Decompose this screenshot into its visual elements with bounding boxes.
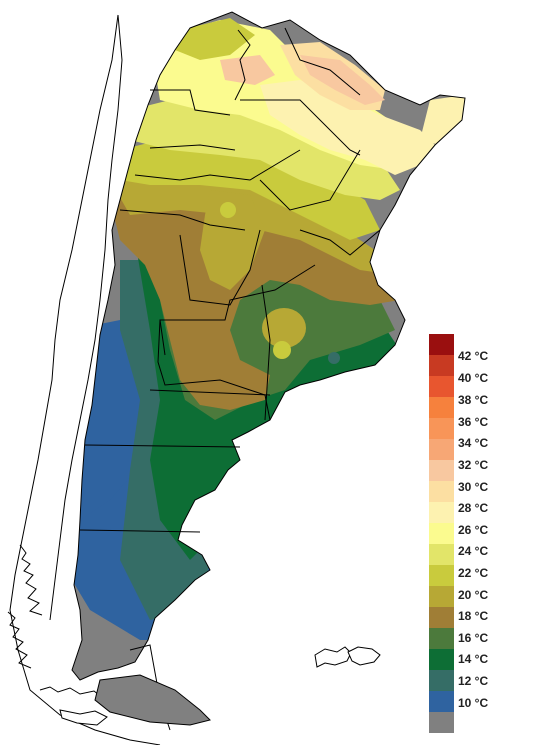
legend-swatch-26 [429, 523, 454, 544]
legend-label-26: 26 °C [458, 523, 489, 537]
legend-swatch-20 [429, 586, 454, 607]
legend-swatch-38 [429, 397, 454, 418]
legend-swatch-40 [429, 376, 454, 397]
legend-label-14: 14 °C [458, 652, 489, 666]
legend-label-34: 34 °C [458, 436, 489, 450]
legend-swatch-bottom [429, 712, 454, 733]
legend-label-24: 24 °C [458, 544, 489, 558]
legend-label-32: 32 °C [458, 458, 489, 472]
legend-swatch-16 [429, 628, 454, 649]
legend-swatch-28 [429, 502, 454, 523]
legend-label-18: 18 °C [458, 609, 489, 623]
legend-label-10: 10 °C [458, 696, 489, 710]
legend-swatch-30 [429, 481, 454, 502]
legend-swatch-22 [429, 565, 454, 586]
legend-swatch-14 [429, 649, 454, 670]
legend-label-12: 12 °C [458, 674, 489, 688]
legend-swatch-36 [429, 418, 454, 439]
legend-swatch-34 [429, 439, 454, 460]
legend-swatch-24 [429, 544, 454, 565]
legend-label-36: 36 °C [458, 415, 489, 429]
legend-label-38: 38 °C [458, 393, 489, 407]
legend-label-20: 20 °C [458, 588, 489, 602]
chile-coastline [7, 14, 161, 745]
legend-label-40: 40 °C [458, 371, 489, 385]
falkland-islands [314, 646, 381, 668]
legend-label-22: 22 °C [458, 566, 489, 580]
province-borders [71, 11, 466, 731]
legend-label-42: 42 °C [458, 349, 489, 363]
legend-label-28: 28 °C [458, 501, 489, 515]
legend-label-16: 16 °C [458, 631, 489, 645]
legend-label-30: 30 °C [458, 480, 489, 494]
legend-swatch-32 [429, 460, 454, 481]
tierra-del-fuego [59, 674, 211, 726]
legend-swatch-top [429, 334, 454, 355]
legend-swatch-12 [429, 670, 454, 691]
legend-swatch-18 [429, 607, 454, 628]
legend-swatch-10 [429, 691, 454, 712]
legend-swatch-42 [429, 355, 454, 376]
